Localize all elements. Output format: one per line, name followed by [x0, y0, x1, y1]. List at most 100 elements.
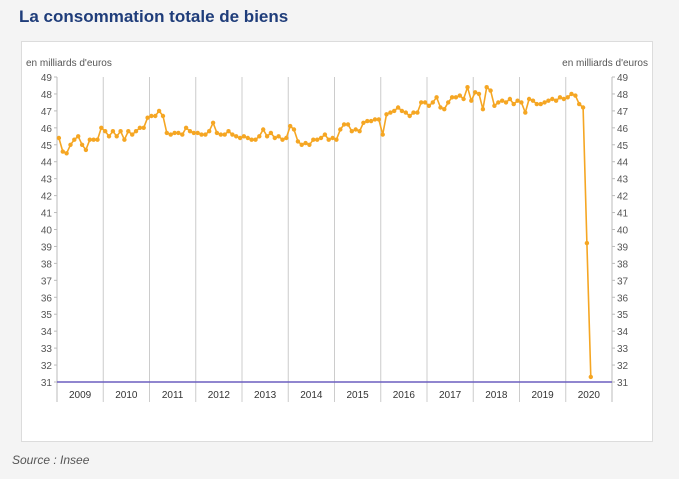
x-tick-label: 2014	[300, 390, 323, 401]
data-point	[422, 100, 428, 105]
data-point	[523, 110, 528, 115]
data-point	[438, 105, 443, 110]
data-point	[488, 88, 493, 93]
y-tick-label-right: 46	[617, 124, 629, 135]
data-point	[426, 103, 432, 108]
data-point	[95, 137, 100, 142]
data-point	[168, 132, 173, 137]
data-point	[511, 101, 516, 107]
data-point	[207, 129, 212, 134]
y-tick-label-right: 34	[617, 327, 629, 338]
data-point	[446, 100, 451, 105]
data-point	[353, 127, 358, 132]
data-point	[380, 132, 385, 137]
data-point	[106, 134, 112, 139]
data-point	[234, 134, 239, 139]
data-point	[569, 91, 574, 97]
y-tick-label-right: 33	[617, 344, 629, 355]
data-point	[315, 137, 320, 142]
y-tick-label-right: 32	[617, 361, 629, 372]
data-point	[449, 95, 455, 100]
data-point	[368, 118, 374, 124]
data-point	[191, 130, 196, 136]
data-point	[515, 98, 520, 103]
data-point	[241, 134, 247, 139]
data-point	[476, 91, 482, 97]
data-point	[442, 107, 447, 112]
data-point	[110, 129, 116, 134]
data-point	[407, 113, 412, 119]
data-point	[322, 132, 328, 137]
data-point	[330, 135, 335, 141]
data-point	[384, 112, 389, 117]
data-point	[334, 137, 339, 142]
data-point	[68, 142, 73, 147]
x-tick-label: 2020	[578, 390, 601, 401]
data-point	[307, 142, 312, 147]
data-point	[395, 105, 401, 110]
data-point	[237, 135, 243, 141]
data-point	[133, 129, 139, 134]
data-point	[376, 117, 381, 122]
data-point	[87, 137, 93, 142]
y-tick-label-right: 49	[617, 73, 629, 84]
data-point	[141, 125, 146, 130]
data-point	[473, 90, 478, 95]
data-point	[492, 103, 497, 108]
data-point	[461, 96, 466, 102]
data-point	[303, 140, 308, 146]
x-tick-label: 2019	[532, 390, 555, 401]
y-tick-label-left: 49	[41, 73, 53, 84]
y-tick-label-left: 34	[41, 327, 53, 338]
data-point	[326, 137, 331, 142]
data-point	[392, 108, 397, 114]
y-tick-label-left: 36	[41, 293, 53, 304]
data-point	[164, 130, 169, 136]
data-point	[60, 149, 65, 154]
data-point	[245, 135, 250, 141]
data-point	[203, 132, 208, 137]
data-point	[195, 130, 200, 136]
data-point	[149, 113, 154, 119]
data-point	[226, 129, 231, 134]
data-point	[580, 105, 586, 110]
data-point	[261, 127, 266, 132]
data-point	[546, 98, 551, 103]
x-tick-label: 2009	[69, 390, 92, 401]
y-tick-label-right: 35	[617, 310, 629, 321]
data-point	[160, 113, 166, 119]
source-note: Source : Insee	[12, 453, 90, 467]
data-point	[434, 95, 439, 100]
x-tick-label: 2015	[347, 390, 370, 401]
y-tick-label-right: 39	[617, 242, 629, 253]
data-point	[507, 96, 513, 102]
data-point	[565, 95, 570, 100]
data-point	[403, 110, 408, 115]
y-tick-label-right: 47	[617, 107, 629, 118]
data-point	[500, 98, 505, 103]
y-tick-label-right: 45	[617, 141, 629, 152]
data-point	[341, 122, 347, 127]
data-point	[318, 135, 324, 141]
data-point	[311, 137, 316, 142]
data-point	[550, 96, 555, 102]
y-tick-label-left: 47	[41, 107, 53, 118]
x-tick-label: 2013	[254, 390, 277, 401]
y-tick-label-right: 41	[617, 209, 629, 220]
y-tick-label-left: 40	[41, 226, 53, 237]
y-tick-label-left: 31	[41, 378, 53, 389]
data-point	[526, 96, 532, 102]
data-point	[210, 120, 216, 126]
y-tick-label-left: 41	[41, 209, 53, 220]
data-point	[577, 101, 582, 107]
data-point	[503, 100, 509, 105]
data-point	[530, 98, 536, 103]
data-point	[180, 132, 185, 137]
data-point	[284, 135, 289, 141]
data-point	[411, 110, 416, 115]
y-tick-label-right: 48	[617, 90, 629, 101]
data-point	[72, 137, 77, 142]
data-point	[257, 134, 262, 139]
data-point	[288, 123, 293, 129]
data-point	[345, 122, 351, 127]
